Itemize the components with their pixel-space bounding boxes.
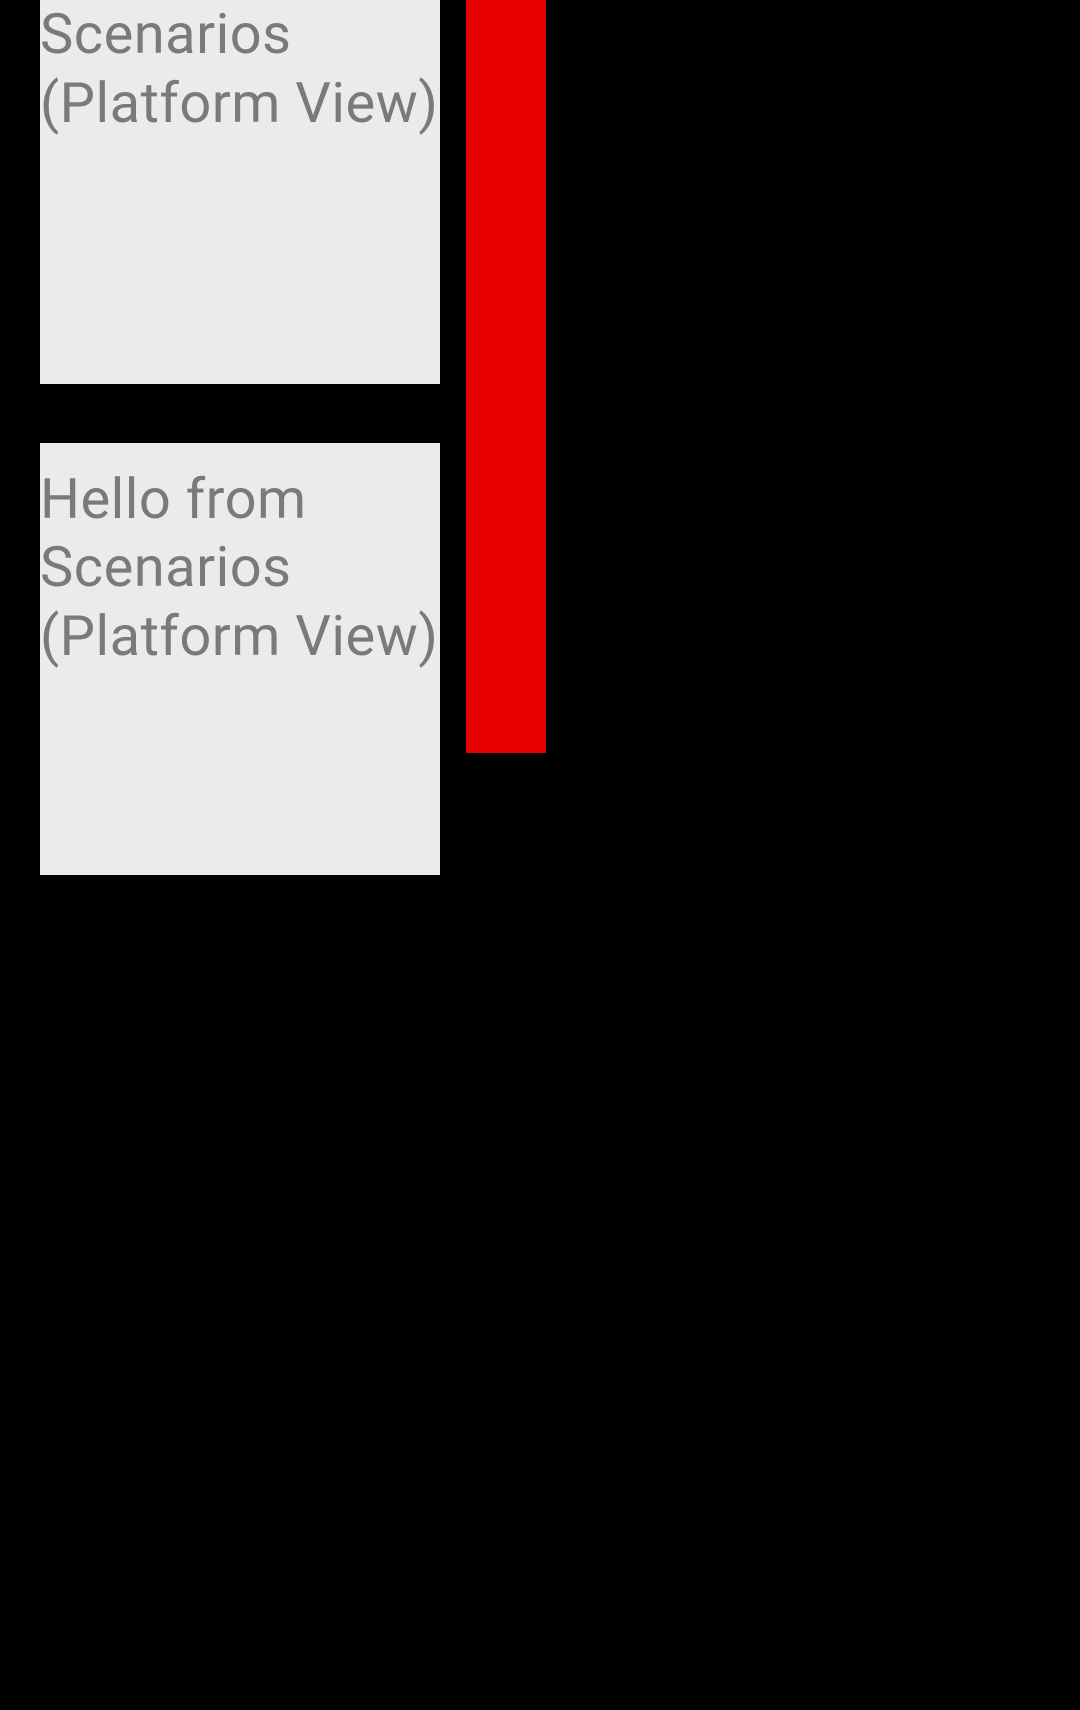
platform-view-label: Hello from Scenarios (Platform View) — [40, 465, 440, 670]
platform-view-card-1: Hello from Scenarios (Platform View) — [40, 0, 440, 384]
red-bar — [466, 0, 546, 753]
platform-view-label: Hello from Scenarios (Platform View) — [40, 0, 440, 137]
platform-view-card-2: Hello from Scenarios (Platform View) — [40, 443, 440, 875]
